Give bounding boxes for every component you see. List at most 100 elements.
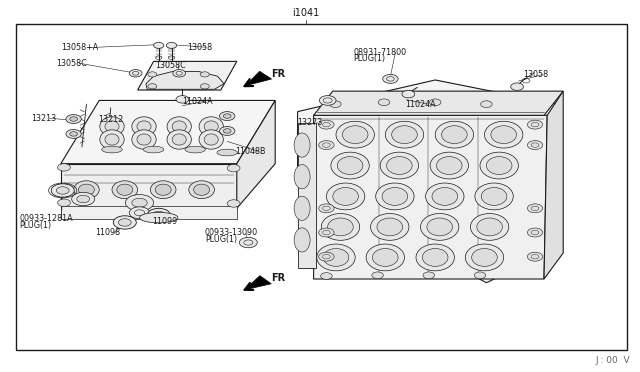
Circle shape bbox=[429, 99, 441, 106]
Circle shape bbox=[58, 199, 70, 206]
Circle shape bbox=[319, 228, 334, 237]
Ellipse shape bbox=[480, 152, 518, 179]
Circle shape bbox=[223, 129, 231, 133]
Circle shape bbox=[66, 115, 81, 124]
Ellipse shape bbox=[326, 183, 365, 210]
Circle shape bbox=[223, 114, 231, 118]
Circle shape bbox=[372, 272, 383, 279]
Circle shape bbox=[527, 228, 543, 237]
Circle shape bbox=[148, 72, 157, 77]
Ellipse shape bbox=[382, 187, 408, 205]
Ellipse shape bbox=[294, 196, 310, 220]
Circle shape bbox=[77, 195, 90, 203]
Circle shape bbox=[220, 126, 235, 135]
Ellipse shape bbox=[137, 134, 151, 145]
Polygon shape bbox=[146, 71, 224, 89]
Ellipse shape bbox=[385, 121, 424, 148]
Text: PLUG(1): PLUG(1) bbox=[19, 221, 51, 230]
Ellipse shape bbox=[204, 134, 218, 145]
Ellipse shape bbox=[426, 183, 464, 210]
Text: 11024A: 11024A bbox=[405, 100, 436, 109]
Ellipse shape bbox=[193, 184, 210, 195]
Ellipse shape bbox=[132, 130, 156, 149]
Polygon shape bbox=[61, 100, 275, 164]
Polygon shape bbox=[138, 61, 237, 90]
Ellipse shape bbox=[204, 121, 218, 132]
Ellipse shape bbox=[217, 149, 237, 156]
Circle shape bbox=[319, 120, 334, 129]
Text: PLUG(1): PLUG(1) bbox=[205, 235, 237, 244]
Ellipse shape bbox=[294, 133, 310, 157]
Ellipse shape bbox=[475, 183, 513, 210]
Text: 00933-13090: 00933-13090 bbox=[205, 228, 258, 237]
Ellipse shape bbox=[435, 121, 474, 148]
Polygon shape bbox=[237, 100, 275, 208]
Circle shape bbox=[113, 216, 136, 229]
Text: 08931-71800: 08931-71800 bbox=[353, 48, 406, 57]
Text: 11099: 11099 bbox=[152, 217, 177, 226]
Ellipse shape bbox=[143, 146, 164, 153]
Ellipse shape bbox=[172, 121, 186, 132]
Ellipse shape bbox=[79, 184, 95, 195]
Ellipse shape bbox=[321, 214, 360, 240]
Ellipse shape bbox=[317, 244, 355, 271]
Ellipse shape bbox=[328, 218, 353, 236]
Text: 13058C: 13058C bbox=[56, 59, 87, 68]
Circle shape bbox=[330, 101, 341, 108]
Polygon shape bbox=[314, 115, 547, 279]
Circle shape bbox=[319, 96, 336, 105]
Polygon shape bbox=[244, 276, 271, 290]
Ellipse shape bbox=[132, 117, 156, 136]
Ellipse shape bbox=[155, 184, 172, 195]
Ellipse shape bbox=[172, 134, 186, 145]
Text: PLUG(1): PLUG(1) bbox=[353, 54, 385, 63]
Circle shape bbox=[129, 207, 150, 219]
Polygon shape bbox=[245, 71, 271, 86]
Ellipse shape bbox=[199, 130, 223, 149]
Ellipse shape bbox=[140, 212, 178, 223]
Circle shape bbox=[527, 141, 543, 150]
Circle shape bbox=[166, 42, 177, 48]
Ellipse shape bbox=[167, 130, 191, 149]
Polygon shape bbox=[314, 91, 563, 115]
Ellipse shape bbox=[486, 157, 512, 174]
Circle shape bbox=[66, 129, 81, 138]
Circle shape bbox=[70, 117, 77, 121]
Ellipse shape bbox=[420, 214, 459, 240]
Ellipse shape bbox=[100, 117, 124, 136]
Ellipse shape bbox=[481, 187, 507, 205]
Ellipse shape bbox=[150, 181, 176, 199]
Circle shape bbox=[72, 192, 95, 206]
Text: J : 00  V: J : 00 V bbox=[596, 356, 630, 365]
Text: 00933-1281A: 00933-1281A bbox=[19, 214, 73, 223]
Ellipse shape bbox=[294, 228, 310, 252]
Ellipse shape bbox=[333, 187, 358, 205]
Circle shape bbox=[481, 101, 492, 108]
Ellipse shape bbox=[323, 248, 349, 266]
Circle shape bbox=[319, 141, 334, 150]
Text: 13212: 13212 bbox=[98, 115, 123, 124]
Circle shape bbox=[152, 211, 165, 219]
Polygon shape bbox=[298, 123, 316, 268]
Ellipse shape bbox=[185, 146, 205, 153]
Ellipse shape bbox=[377, 218, 403, 236]
Circle shape bbox=[474, 272, 486, 279]
Text: 13213: 13213 bbox=[31, 114, 56, 123]
Circle shape bbox=[511, 83, 524, 90]
Polygon shape bbox=[544, 91, 563, 279]
Circle shape bbox=[227, 200, 240, 207]
Circle shape bbox=[423, 272, 435, 279]
Ellipse shape bbox=[294, 164, 310, 189]
Text: FR: FR bbox=[271, 70, 285, 79]
Ellipse shape bbox=[430, 152, 468, 179]
Circle shape bbox=[527, 120, 543, 129]
Ellipse shape bbox=[337, 157, 363, 174]
Circle shape bbox=[383, 74, 398, 83]
Text: i1041: i1041 bbox=[292, 8, 319, 18]
Ellipse shape bbox=[199, 117, 223, 136]
Ellipse shape bbox=[470, 214, 509, 240]
Circle shape bbox=[148, 84, 157, 89]
Ellipse shape bbox=[477, 218, 502, 236]
Circle shape bbox=[319, 204, 334, 213]
Ellipse shape bbox=[342, 126, 368, 144]
